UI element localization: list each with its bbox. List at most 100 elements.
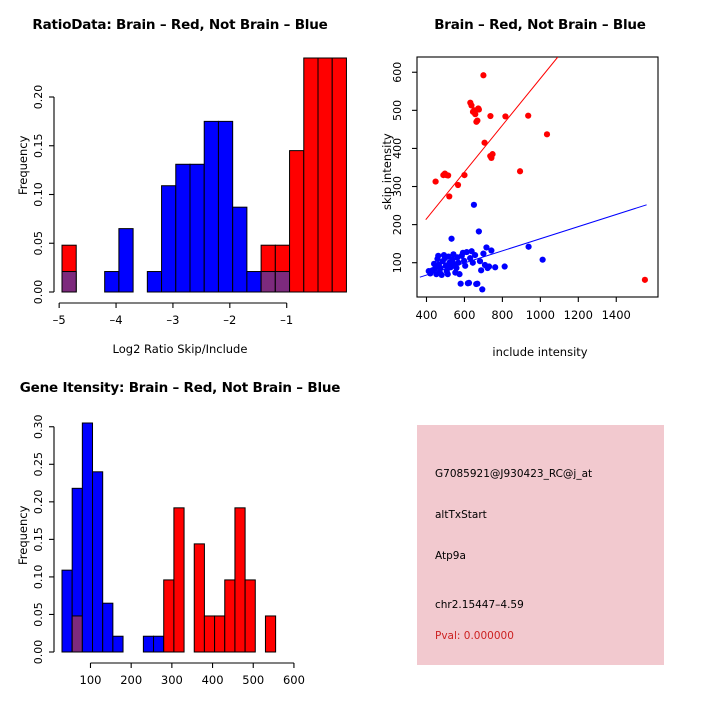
histogram-bar <box>146 271 163 293</box>
bar-body <box>189 163 205 293</box>
y-tick-label: 300 <box>391 176 404 197</box>
panel-gene-histogram: Gene Itensity: Brain – Red, Not Brain – … <box>0 360 360 720</box>
y-tick-label: 0.05 <box>32 602 45 627</box>
data-point <box>471 251 479 259</box>
bar-body <box>161 185 177 293</box>
scatter-title: Brain – Red, Not Brain – Blue <box>434 17 646 33</box>
histogram-bar <box>289 150 305 293</box>
bar-body <box>104 271 120 293</box>
x-tick-label: 1000 <box>526 308 555 322</box>
regression-line <box>425 57 559 220</box>
x-tick-label: –4 <box>110 313 123 327</box>
histogram-bar <box>118 228 134 293</box>
y-tick-label: 0.20 <box>32 85 45 110</box>
data-point <box>474 117 481 124</box>
bar-body <box>153 635 165 653</box>
x-tick-label: –5 <box>53 313 66 327</box>
x-tick-label: 300 <box>161 673 183 687</box>
histogram-bar <box>274 244 291 293</box>
histogram-bar <box>214 615 226 653</box>
data-point <box>475 228 482 235</box>
data-point <box>446 193 453 200</box>
data-point <box>480 250 487 257</box>
info-locus: chr2.15447–4.59 <box>435 599 524 611</box>
bar-body <box>193 543 205 653</box>
data-point <box>489 151 496 158</box>
histogram-bar <box>102 602 114 653</box>
histogram-bar <box>61 569 73 653</box>
data-point <box>641 276 649 283</box>
scatter-canvas: 100 200 300 400 500 600 400 600 800 1000 1200 1400 <box>391 56 659 322</box>
data-point <box>463 248 470 256</box>
histogram-bar <box>317 57 333 293</box>
bar-body <box>224 579 236 653</box>
histogram-bar <box>71 487 83 653</box>
x-tick-label: 100 <box>80 673 102 687</box>
histogram-bar <box>203 615 216 653</box>
x-tick-label: 1400 <box>602 308 631 322</box>
ratio-histogram-canvas: 0.00 0.05 0.10 0.15 0.20 –5 –4 –3 –2 –1 <box>32 57 347 327</box>
gene-info-panel: G7085921@J930423_RC@j_at altTxStart Atp9… <box>417 425 664 665</box>
x-tick-label: 200 <box>120 673 142 687</box>
histogram-bar <box>175 163 191 293</box>
data-point <box>479 286 486 293</box>
histogram-bar <box>104 271 120 293</box>
histogram-bar <box>81 422 94 653</box>
bar-body <box>232 206 248 293</box>
histogram-bar <box>153 635 165 653</box>
series-not-brain <box>419 201 647 293</box>
data-point <box>486 263 493 270</box>
x-tick-label: 800 <box>491 308 513 322</box>
x-tick-label: 1200 <box>564 308 593 322</box>
x-tick-label: –2 <box>223 313 236 327</box>
bar-body <box>175 163 191 293</box>
x-tick-label: 600 <box>453 308 475 322</box>
info-pvalue: Pval: 0.000000 <box>435 630 514 642</box>
histogram-bar <box>303 57 319 293</box>
bar-body <box>173 507 185 653</box>
y-tick-label: 0.15 <box>32 527 45 552</box>
bar-body <box>163 579 175 653</box>
x-tick-label: 400 <box>202 673 224 687</box>
bar-body <box>244 579 256 653</box>
bar-body <box>102 602 114 653</box>
plot-frame <box>416 56 659 298</box>
data-point <box>456 271 463 278</box>
bar-body <box>217 120 234 293</box>
bar-overlap <box>71 615 83 653</box>
bar-overlap <box>61 271 77 293</box>
data-point <box>470 201 478 208</box>
data-point <box>472 111 479 118</box>
x-tick-label: –1 <box>280 313 293 327</box>
data-point <box>457 280 464 287</box>
data-point <box>468 102 475 109</box>
bar-body <box>303 57 319 293</box>
info-event-type: altTxStart <box>435 509 487 521</box>
y-tick-label: 0.15 <box>32 134 45 159</box>
data-point <box>461 171 468 179</box>
gene-histogram-title: Gene Itensity: Brain – Red, Not Brain – … <box>19 380 341 396</box>
info-probe-id: G7085921@J930423_RC@j_at <box>435 468 593 480</box>
data-point <box>445 172 452 179</box>
data-point <box>543 131 551 138</box>
data-point <box>444 271 451 278</box>
bar-body <box>203 120 219 293</box>
bar-body <box>81 422 94 653</box>
data-point <box>501 263 508 270</box>
info-gene-symbol: Atp9a <box>435 550 466 562</box>
series-brain <box>425 57 649 283</box>
panel-ratio-histogram: RatioData: Brain – Red, Not Brain – Blue… <box>0 0 360 360</box>
bar-body <box>331 57 347 293</box>
bar-body <box>317 57 333 293</box>
data-point <box>478 267 485 274</box>
histogram-bar <box>92 471 104 653</box>
data-point <box>435 252 442 259</box>
data-point <box>539 256 546 263</box>
bar-body <box>92 471 104 653</box>
bar-body <box>234 507 246 653</box>
data-point <box>454 181 462 189</box>
data-point <box>483 244 490 251</box>
x-tick-label: –3 <box>166 313 179 327</box>
data-point <box>467 255 474 262</box>
histogram-bar <box>189 163 205 293</box>
